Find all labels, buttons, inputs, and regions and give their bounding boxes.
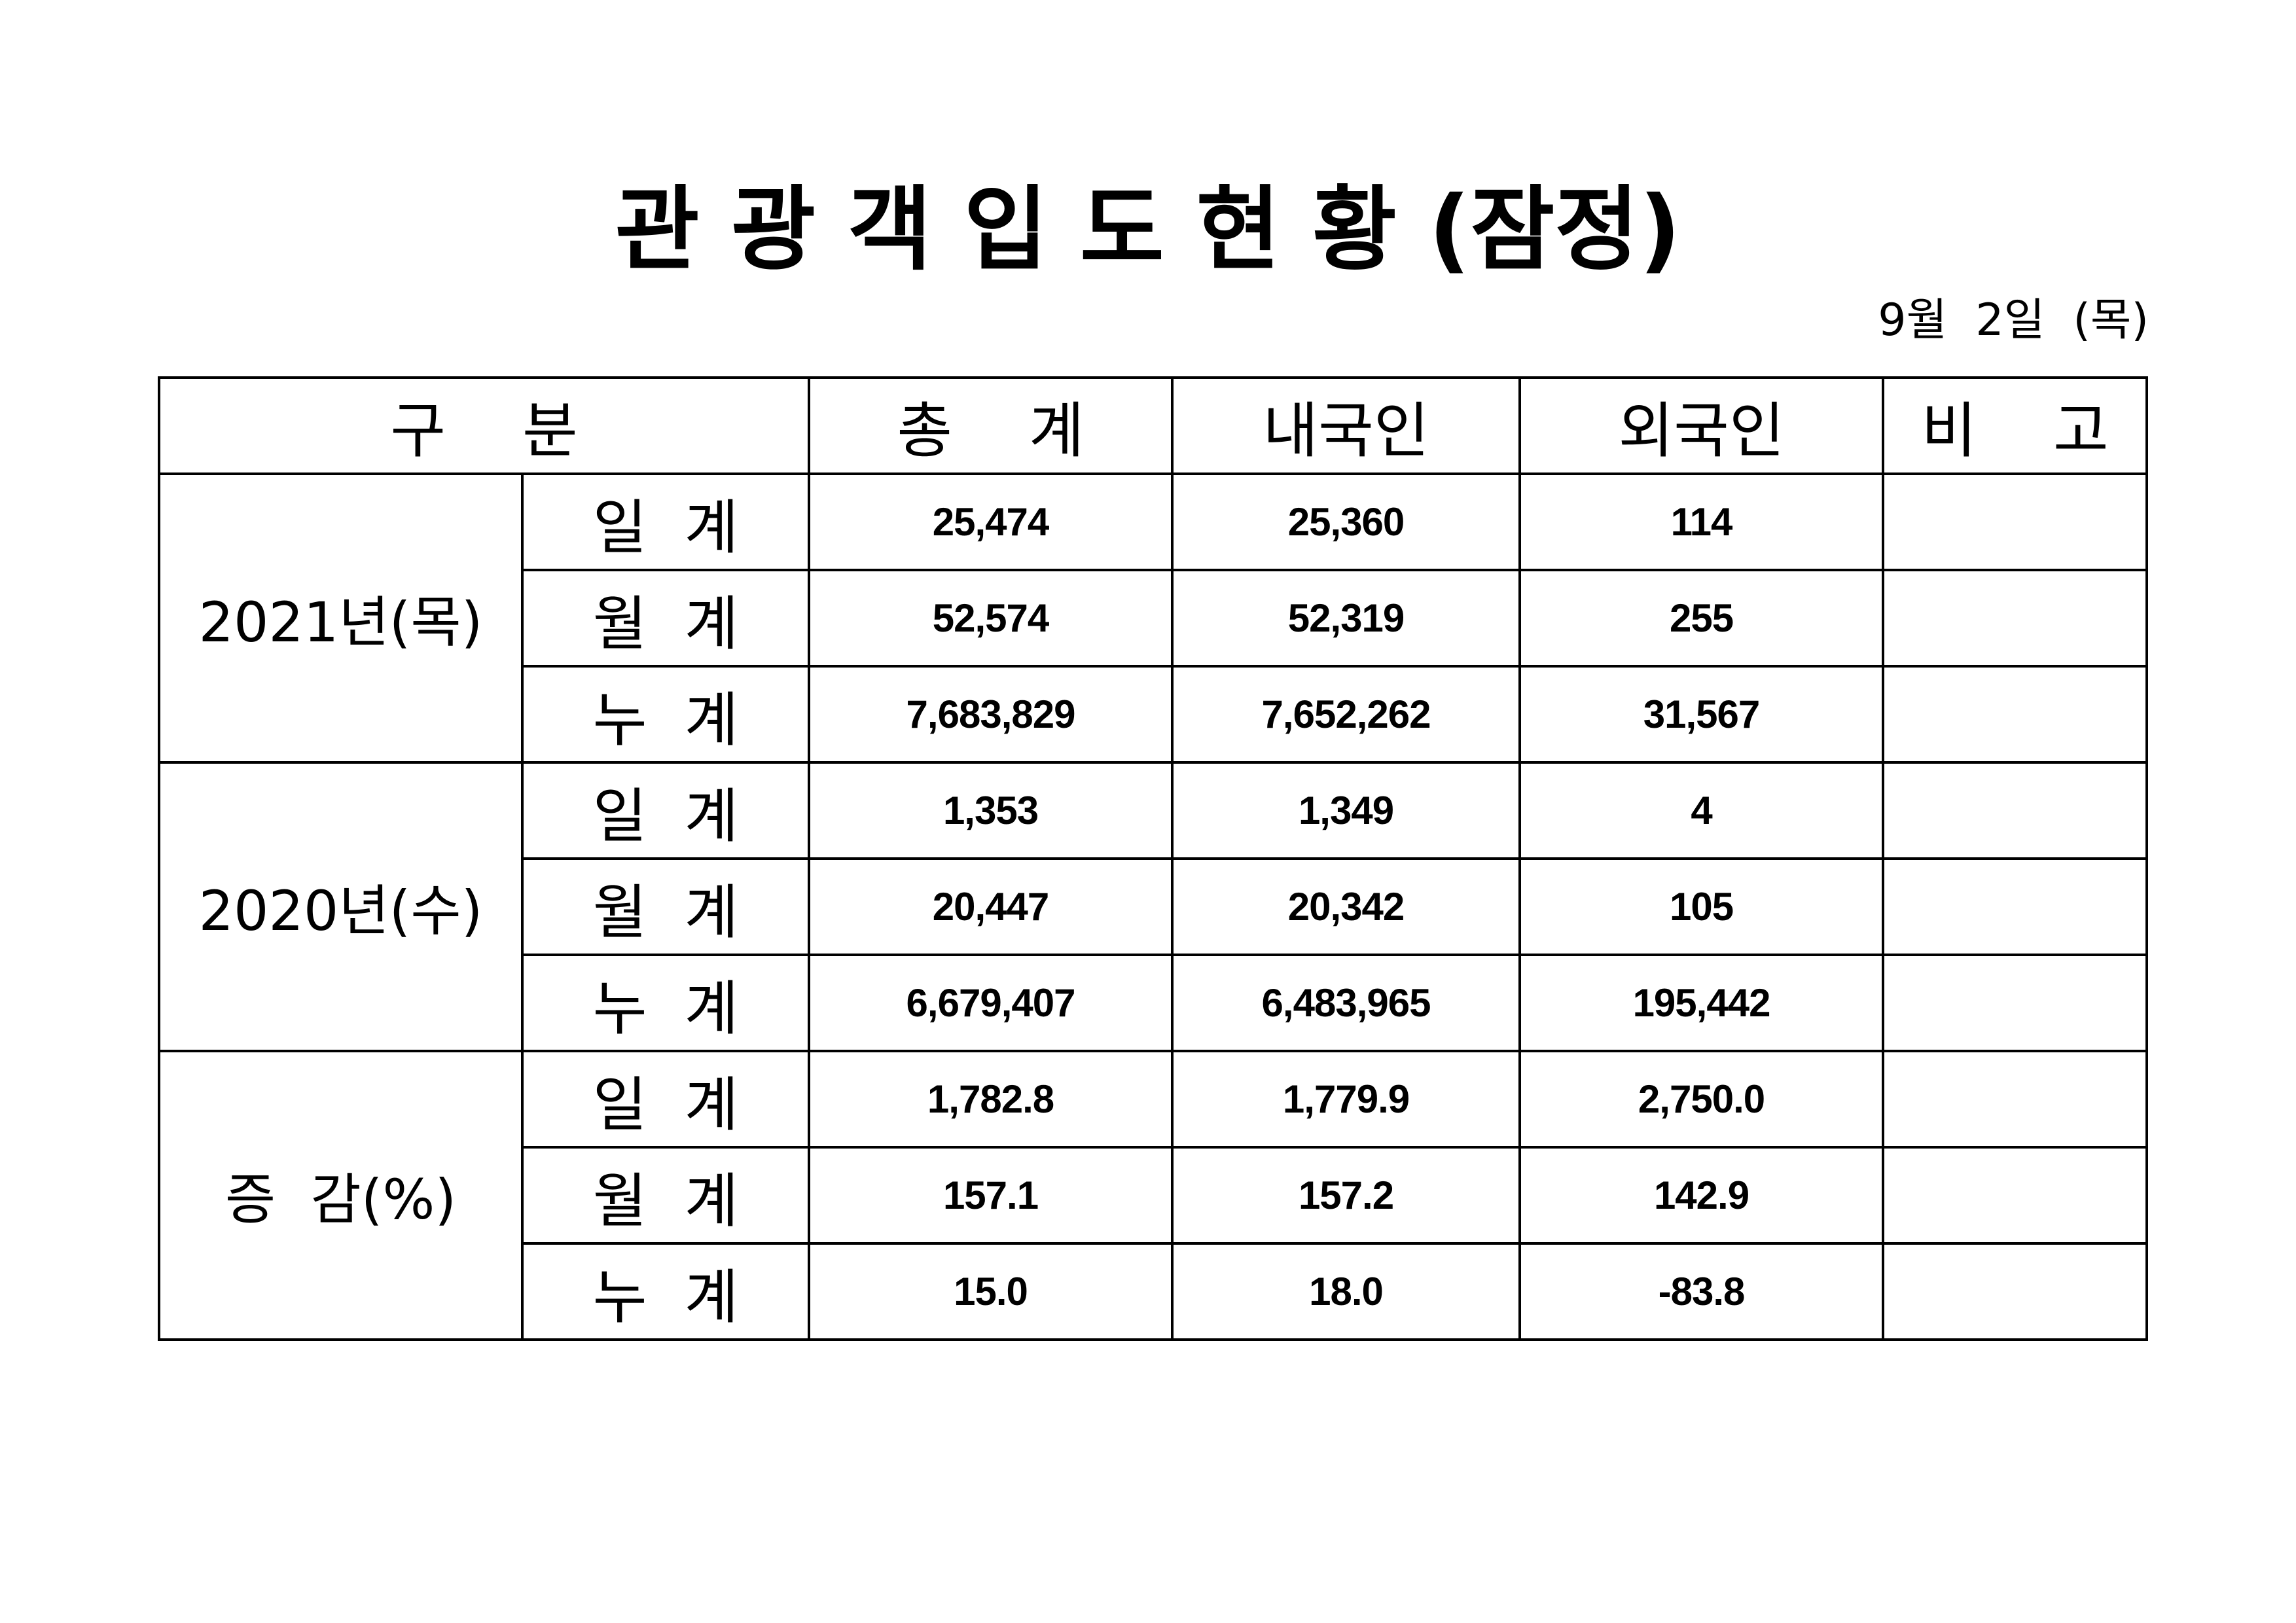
table-row: 2020년(수) 일 계 1,353 1,349 4 bbox=[158, 761, 2149, 1052]
header-foreign: 외국인 bbox=[1518, 376, 1885, 475]
total-value: 1,782.8 bbox=[808, 1050, 1174, 1149]
header-total: 총 계 bbox=[808, 376, 1174, 475]
note-value bbox=[1882, 761, 2149, 860]
table-row: 증 감(%) 일 계 1,782.8 1,779.9 2,750.0 bbox=[158, 1050, 2149, 1341]
tourist-arrivals-table: 구 분 총 계 내국인 외국인 비 고 2021년(목) 일 계 25,474 … bbox=[157, 376, 2149, 1341]
note-value bbox=[1882, 665, 2149, 764]
foreign-value: 114 bbox=[1518, 473, 1885, 571]
note-value bbox=[1882, 954, 2149, 1052]
row-type: 일 계 bbox=[520, 1050, 811, 1149]
total-value: 25,474 bbox=[808, 473, 1174, 571]
foreign-value: 2,750.0 bbox=[1518, 1050, 1885, 1149]
domestic-value: 1,349 bbox=[1171, 761, 1522, 860]
header-domestic: 내국인 bbox=[1171, 376, 1522, 475]
total-value: 20,447 bbox=[808, 857, 1174, 956]
note-value bbox=[1882, 1242, 2149, 1341]
note-value bbox=[1882, 473, 2149, 571]
note-value bbox=[1882, 1050, 2149, 1149]
row-type: 월 계 bbox=[520, 1146, 811, 1245]
foreign-value: 31,567 bbox=[1518, 665, 1885, 764]
table-row: 누 계 15.0 18.0 -83.8 bbox=[159, 1242, 2149, 1341]
page-title: 관 광 객 입 도 현 황 (잠정) bbox=[615, 177, 1681, 283]
header-row: 구 분 총 계 내국인 외국인 비 고 bbox=[157, 376, 2149, 475]
row-type: 월 계 bbox=[520, 569, 811, 668]
domestic-value: 1,779.9 bbox=[1171, 1050, 1522, 1149]
row-type: 누 계 bbox=[520, 954, 811, 1052]
total-value: 6,679,407 bbox=[808, 954, 1174, 1052]
row-type: 누 계 bbox=[520, 1242, 811, 1341]
group-label-change: 증 감(%) bbox=[158, 1050, 524, 1341]
total-value: 7,683,829 bbox=[808, 665, 1174, 764]
domestic-value: 25,360 bbox=[1171, 473, 1522, 571]
foreign-value: 105 bbox=[1518, 857, 1885, 956]
foreign-value: 4 bbox=[1518, 761, 1885, 860]
group-label-2021: 2021년(목) bbox=[158, 473, 524, 764]
table-row: 월 계 157.1 157.2 142.9 bbox=[159, 1146, 2149, 1245]
row-type: 일 계 bbox=[520, 761, 811, 860]
total-value: 1,353 bbox=[808, 761, 1174, 860]
row-type: 누 계 bbox=[520, 665, 811, 764]
row-type: 월 계 bbox=[520, 857, 811, 956]
note-value bbox=[1882, 569, 2149, 668]
table-row: 월 계 52,574 52,319 255 bbox=[159, 569, 2149, 668]
header-category: 구 분 bbox=[157, 376, 811, 475]
foreign-value: 195,442 bbox=[1518, 954, 1885, 1052]
domestic-value: 52,319 bbox=[1171, 569, 1522, 668]
domestic-value: 7,652,262 bbox=[1171, 665, 1522, 764]
report-date: 9월 2일 (목) bbox=[1878, 294, 2149, 346]
total-value: 157.1 bbox=[808, 1146, 1174, 1245]
row-type: 일 계 bbox=[520, 473, 811, 571]
total-value: 52,574 bbox=[808, 569, 1174, 668]
table-row: 누 계 7,683,829 7,652,262 31,567 bbox=[159, 665, 2149, 764]
note-value bbox=[1882, 1146, 2149, 1245]
domestic-value: 20,342 bbox=[1171, 857, 1522, 956]
table-row: 누 계 6,679,407 6,483,965 195,442 bbox=[159, 954, 2149, 1052]
foreign-value: -83.8 bbox=[1518, 1242, 1885, 1341]
domestic-value: 157.2 bbox=[1171, 1146, 1522, 1245]
group-label-2020: 2020년(수) bbox=[158, 761, 524, 1052]
note-value bbox=[1882, 857, 2149, 956]
domestic-value: 18.0 bbox=[1171, 1242, 1522, 1341]
header-note: 비 고 bbox=[1882, 376, 2149, 475]
foreign-value: 255 bbox=[1518, 569, 1885, 668]
domestic-value: 6,483,965 bbox=[1171, 954, 1522, 1052]
foreign-value: 142.9 bbox=[1518, 1146, 1885, 1245]
table-row: 월 계 20,447 20,342 105 bbox=[159, 857, 2149, 956]
total-value: 15.0 bbox=[808, 1242, 1174, 1341]
table-row: 2021년(목) 일 계 25,474 25,360 114 bbox=[158, 473, 2149, 764]
